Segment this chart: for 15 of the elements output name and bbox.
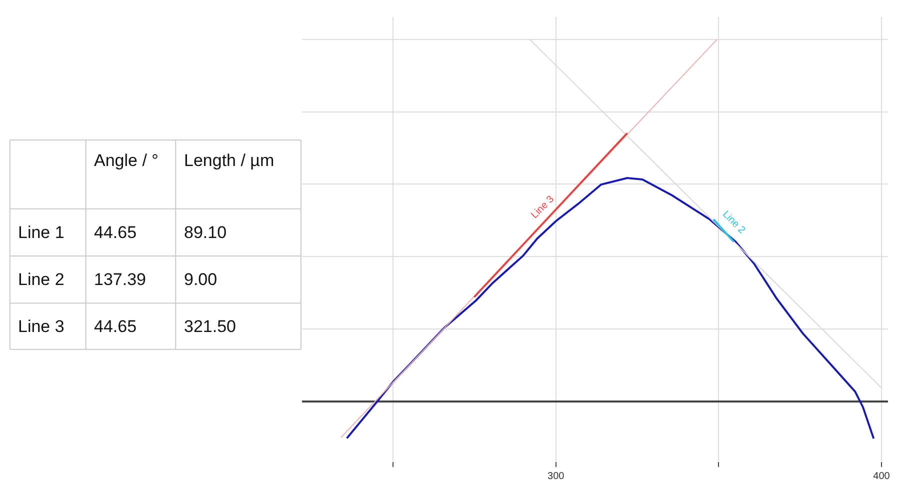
text: Line 2 (18, 270, 64, 289)
text: 44.65 (94, 223, 137, 242)
text: Line 3 (18, 317, 64, 336)
text: Angle / ° (94, 151, 158, 170)
text: 137.39 (94, 270, 146, 289)
text: Line 3 (529, 194, 557, 221)
text: Length / µm (184, 151, 274, 170)
text: 9.00 (184, 270, 218, 289)
x-tick-label: 400 (873, 470, 890, 482)
text: Line 1 (18, 223, 64, 242)
text: Line 2 (720, 209, 748, 236)
text: 321.50 (184, 317, 236, 336)
text: 89.10 (184, 223, 227, 242)
x-tick-label: 300 (548, 470, 565, 482)
text: 44.65 (94, 317, 137, 336)
